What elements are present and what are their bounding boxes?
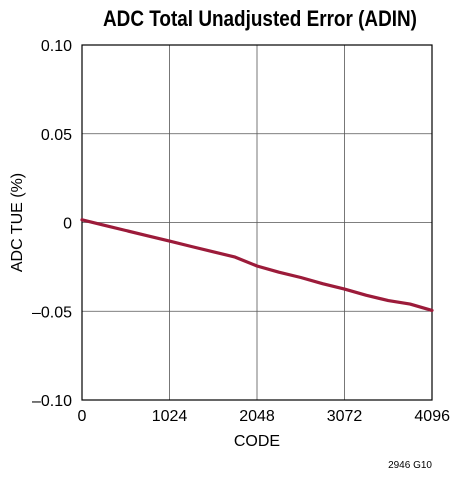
tick-layer: 0 1024 2048 3072 4096 0.10 0.05 0 –0.05 –0.10 bbox=[32, 38, 450, 425]
chart-title: ADC Total Unadjusted Error (ADIN) bbox=[103, 6, 417, 31]
x-tick-label: 3072 bbox=[327, 408, 363, 425]
y-tick-label: 0.05 bbox=[41, 127, 72, 144]
x-tick-label: 1024 bbox=[152, 408, 188, 425]
y-tick-label: 0.10 bbox=[41, 38, 72, 55]
grid-layer bbox=[82, 45, 432, 400]
figure-id: 2946 G10 bbox=[388, 460, 432, 471]
y-tick-label: –0.10 bbox=[32, 393, 72, 410]
x-tick-label: 4096 bbox=[414, 408, 450, 425]
y-tick-label: –0.05 bbox=[32, 304, 72, 321]
series-layer bbox=[80, 218, 434, 312]
x-tick-label: 0 bbox=[78, 408, 87, 425]
plot-frame bbox=[81, 44, 433, 401]
x-axis-label: CODE bbox=[234, 433, 280, 450]
y-axis-label: ADC TUE (%) bbox=[9, 173, 26, 272]
series-line bbox=[80, 218, 434, 312]
x-tick-label: 2048 bbox=[239, 408, 275, 425]
y-tick-label: 0 bbox=[63, 216, 72, 233]
